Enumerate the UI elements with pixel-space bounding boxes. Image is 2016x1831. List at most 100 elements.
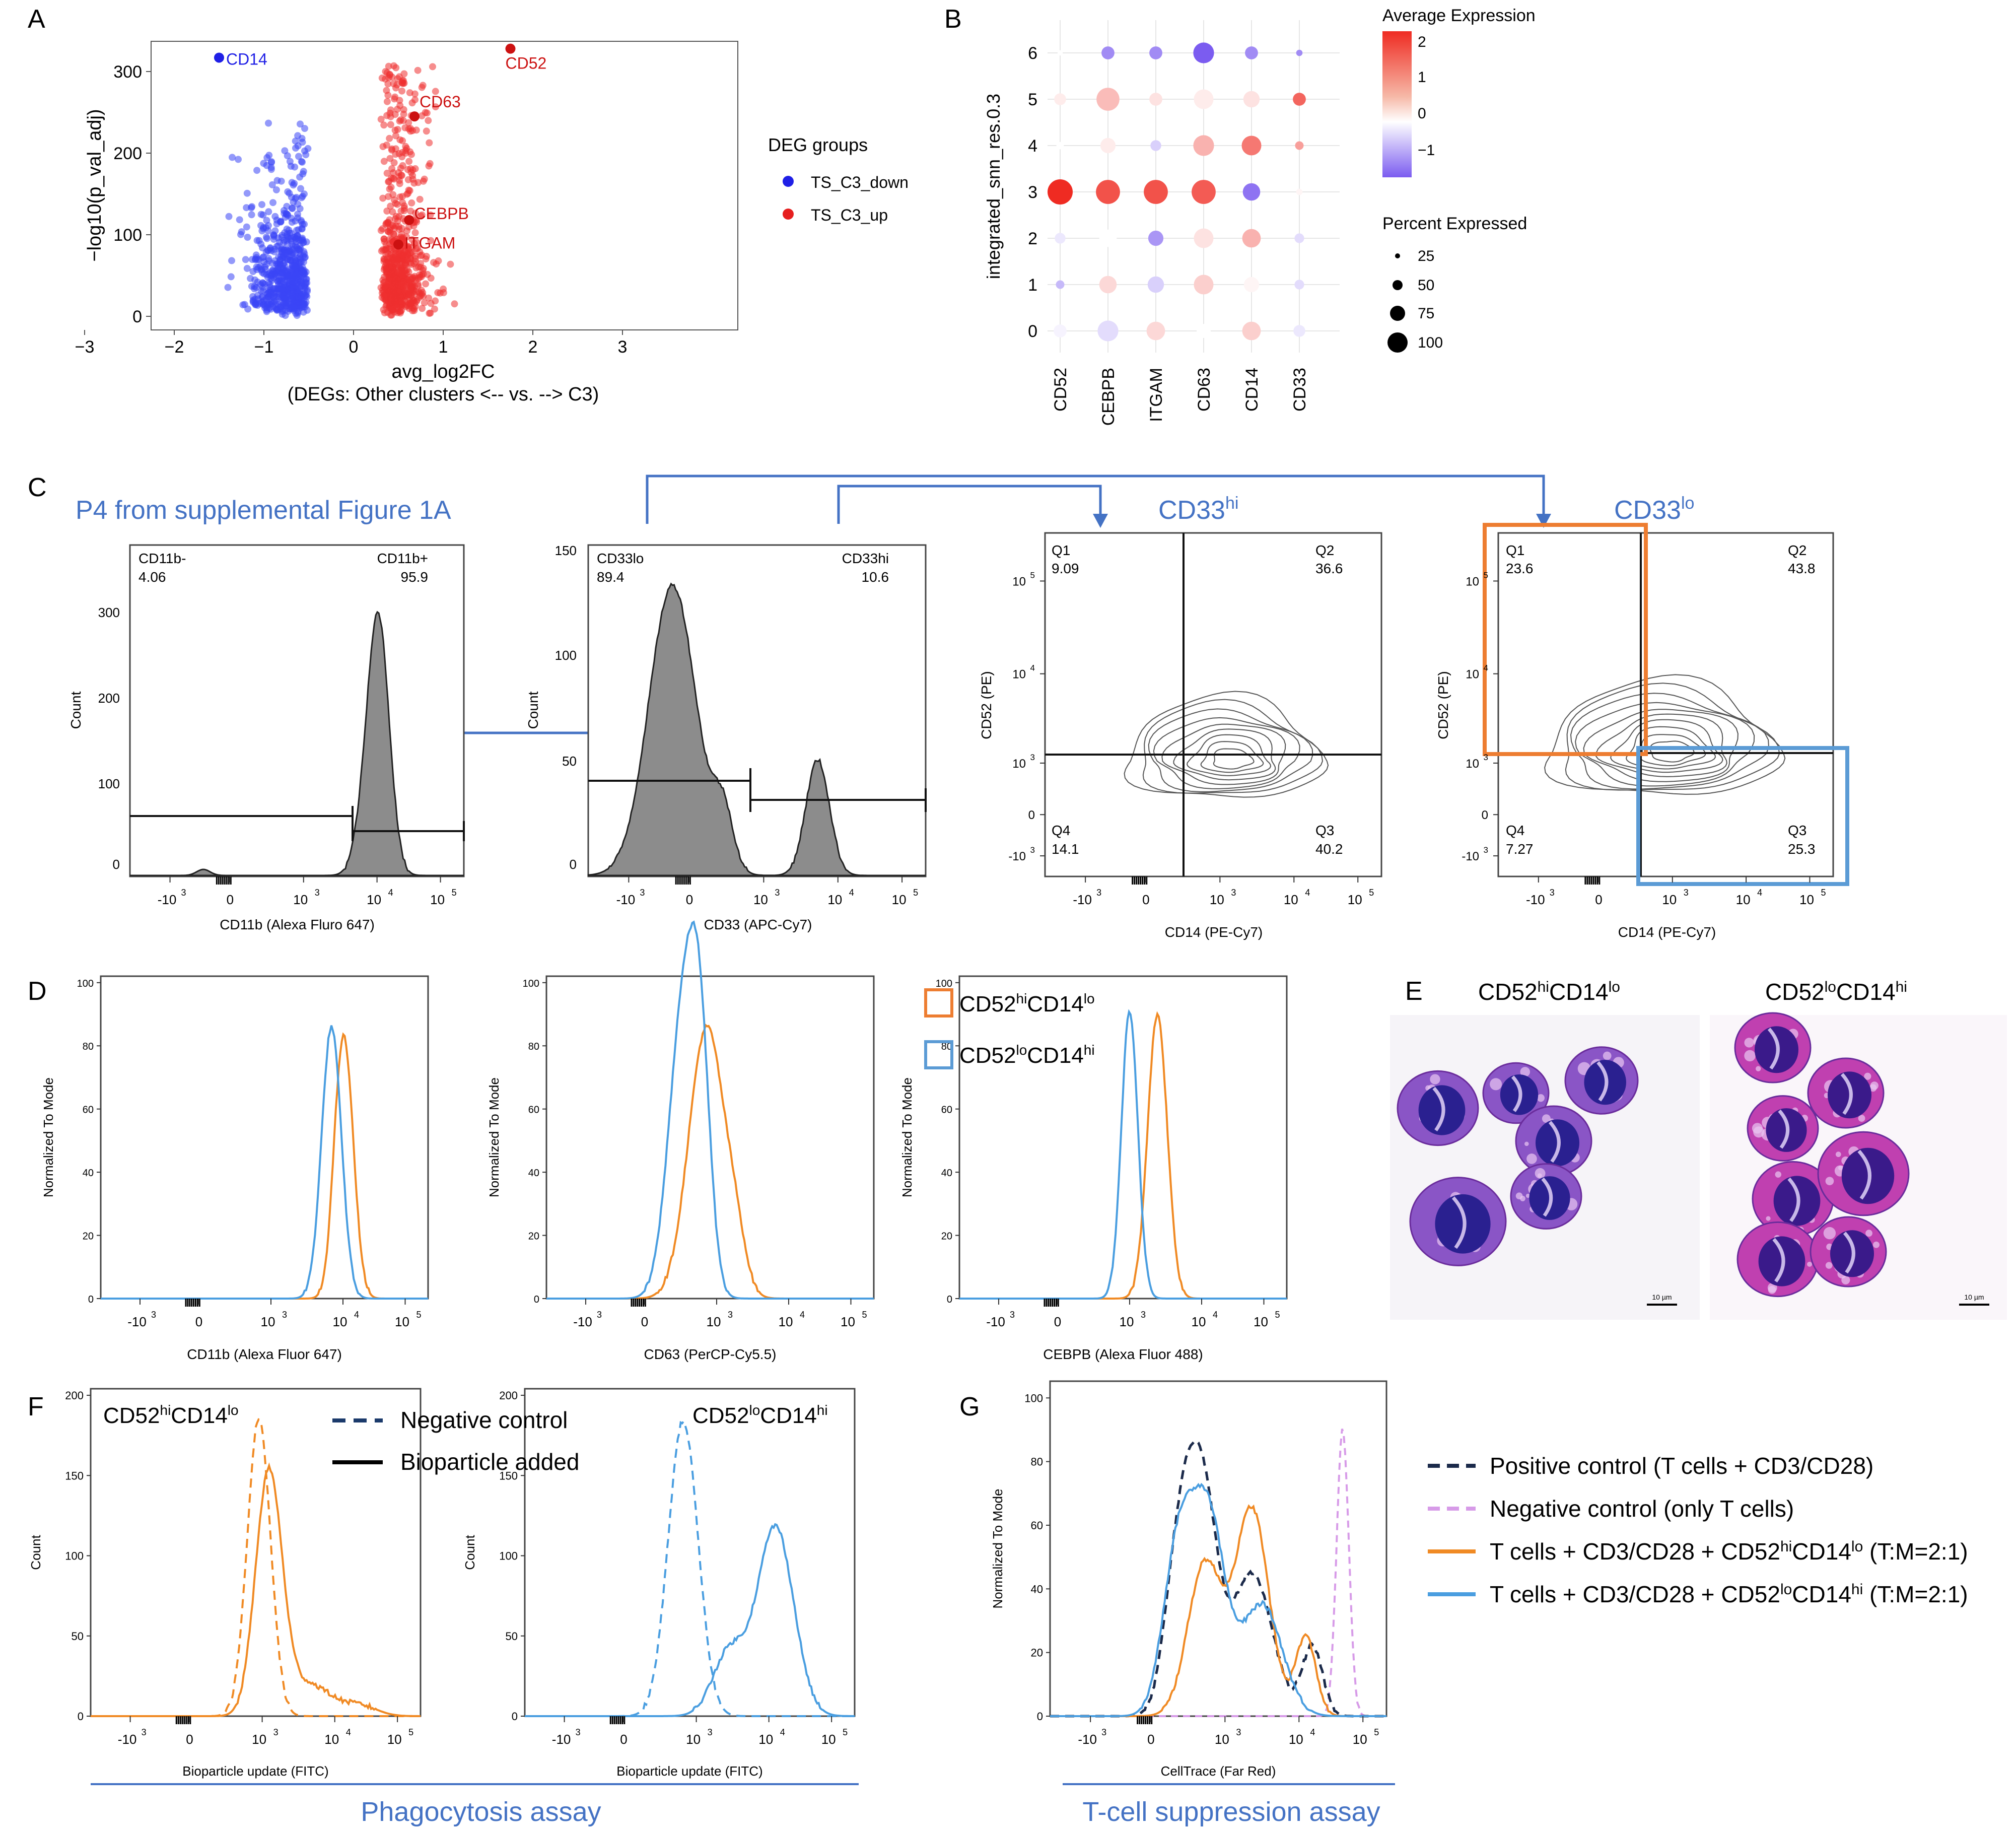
cd11b-histogram-curve: [130, 611, 464, 876]
point-down: [266, 281, 273, 288]
point-up: [383, 87, 390, 94]
point-down: [243, 264, 251, 272]
tick-label-exp: 5: [408, 1727, 413, 1737]
tick-label-base: 10: [324, 1732, 339, 1747]
q1-label-hi: Q1: [1052, 542, 1070, 558]
point-up: [392, 280, 399, 288]
legend-d1-b2: CD14: [1027, 1043, 1084, 1068]
dot-CD14-3: [1242, 183, 1261, 201]
point-down: [285, 300, 292, 307]
point-down: [295, 290, 303, 298]
q3-value-hi: 40.2: [1315, 841, 1343, 857]
q1-value-hi: 9.09: [1052, 561, 1079, 576]
point-up: [405, 291, 413, 298]
panel-letter-c: C: [28, 473, 47, 502]
pct-tick-50: 50: [1418, 277, 1434, 294]
point-up: [402, 259, 409, 267]
tick-label-exp: 3: [775, 888, 780, 898]
point-up: [405, 186, 412, 194]
granule: [1865, 1230, 1872, 1237]
granule: [1873, 1241, 1880, 1248]
dot-CD14-0: [1242, 321, 1261, 341]
point-up: [388, 263, 396, 271]
f-y-label: Count: [28, 1535, 43, 1570]
volcano-x-label: avg_log2FC: [392, 361, 495, 382]
point-up: [394, 289, 402, 296]
g-ytick-label: 100: [1024, 1392, 1043, 1404]
tick-label: 0: [641, 1314, 648, 1329]
panel-g: G 0 20 40 60 80 100 Normalized To Mode -10 3 0 10 3…: [959, 1380, 1968, 1827]
g-y-label: Normalized To Mode: [990, 1489, 1005, 1609]
d-log-axis: -10 3 0 10 3 10 4 10 5: [127, 1299, 422, 1329]
q2-value-hi: 36.6: [1315, 561, 1343, 576]
d-ytick-label: 20: [83, 1231, 94, 1242]
f-t1-s1: lo: [749, 1402, 760, 1418]
point-down: [303, 279, 311, 287]
point-down: [244, 305, 252, 313]
point-up: [427, 237, 435, 244]
point-up: [377, 115, 385, 123]
f-curve-negative-0: [91, 1418, 421, 1717]
g-curve-cd52lo: [1050, 1482, 1386, 1717]
y-tick-label-exp: 4: [1030, 663, 1035, 673]
y-tick-label-base: 10: [1466, 575, 1479, 588]
legend-label-down: TS_C3_down: [811, 173, 909, 191]
point-down: [301, 125, 308, 132]
legend-d0-b1: CD52: [959, 992, 1016, 1016]
granule: [1756, 1066, 1761, 1071]
e-t1-b2: CD14: [1836, 979, 1896, 1005]
y-category: 1: [1028, 276, 1037, 295]
point-up: [383, 98, 391, 105]
volcano-y-label: −log10(p_val_adj): [84, 109, 105, 261]
point-up: [396, 193, 404, 201]
cd11b-ytick-100: 100: [98, 776, 120, 791]
point-up: [398, 80, 406, 87]
expr-legend-title: Average Expression: [1382, 6, 1536, 25]
tick-label-exp: 4: [780, 1727, 785, 1737]
point-up: [397, 294, 405, 302]
e-t0-s1: hi: [1538, 979, 1549, 995]
point-up: [387, 121, 394, 128]
point-down: [228, 257, 235, 264]
dot-CD63-5: [1194, 89, 1214, 109]
panel-a: A CD14 CD52 CD63 CEBPB ITGAM −3 −2 −1 0 1 2 3 0 100…: [28, 5, 909, 405]
point-up: [407, 208, 414, 215]
gate-box-cd52hi-cd14lo: [1483, 523, 1648, 756]
point-down: [303, 238, 310, 246]
tick-label: 0: [227, 892, 234, 907]
d-log-axis: -10 3 0 10 3 10 4 10 5: [986, 1299, 1280, 1329]
gate-label-cd33hi: CD33hi: [842, 551, 889, 566]
cd33hi-contour-plot: CD33hi Q1 9.09 Q2 36.6 Q3 40.2 Q4 14.1 C…: [979, 494, 1382, 940]
g-x-label: CellTrace (Far Red): [1161, 1764, 1276, 1779]
contour-line: [1213, 748, 1255, 770]
tick-label-exp: 4: [1757, 888, 1762, 898]
tick-label-exp: 3: [282, 1310, 287, 1320]
point-up: [395, 173, 402, 180]
cd33lo-title-sup: lo: [1681, 494, 1694, 513]
f-ytick-label: 200: [499, 1389, 518, 1402]
tick-label-exp: 3: [728, 1310, 733, 1320]
dot-CD52-3: [1048, 179, 1073, 205]
scale-bar-label-right: 10 µm: [1964, 1293, 1984, 1301]
volcano-x-ticks: −3 −2 −1 0 1 2 3: [75, 330, 627, 357]
legend-d1-s1: lo: [1016, 1042, 1027, 1058]
tick-label-base: 10: [1210, 892, 1224, 907]
x-category: CD52: [1051, 368, 1070, 412]
tick-label-base: 10: [430, 892, 445, 907]
point-down: [292, 138, 299, 145]
tick-label-base: 10: [686, 1732, 701, 1747]
g-histogram: 0 20 40 60 80 100 Normalized To Mode -10 3 0 10 3 10…: [990, 1380, 1387, 1779]
panel-letter-a: A: [28, 5, 45, 34]
point-up: [383, 169, 391, 177]
point-up: [381, 238, 388, 245]
f-frame-0: [90, 1388, 422, 1717]
phagocytosis-assay-label: Phagocytosis assay: [361, 1797, 601, 1827]
d-y-label: Normalized To Mode: [486, 1077, 502, 1197]
point-up: [403, 227, 410, 235]
gene-label: CD52: [506, 54, 547, 73]
panel-letter-f: F: [28, 1392, 44, 1421]
f-curve-negative-1: [525, 1418, 855, 1717]
q3-label-lo: Q3: [1788, 823, 1806, 838]
